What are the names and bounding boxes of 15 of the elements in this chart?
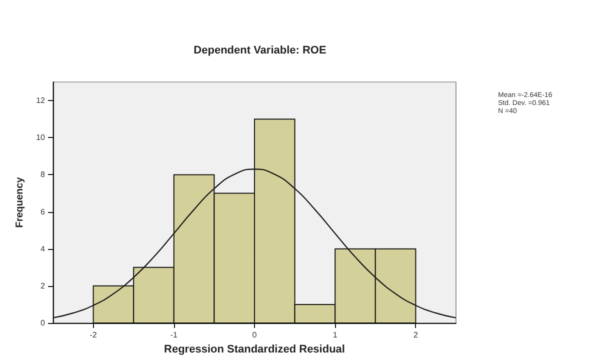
x-tick-label: 1 [332,330,338,340]
y-tick-label: 6 [40,207,46,216]
x-tick-label: 2 [413,330,418,340]
x-axis-title: Regression Standardized Residual [164,343,345,356]
y-tick-label: 4 [40,244,46,254]
chart-title: Dependent Variable: ROE [194,44,326,56]
y-tick-label: 2 [40,281,46,290]
x-tick-label: -2 [90,330,98,340]
y-tick-label: 12 [36,96,46,106]
y-axis-title: Frequency [14,176,26,228]
y-tick-label: 0 [40,318,46,328]
x-tick-label: 0 [252,330,258,340]
x-tick-label: -1 [170,330,178,340]
y-tick-label: 8 [40,170,46,180]
y-tick-label: 10 [36,133,46,142]
